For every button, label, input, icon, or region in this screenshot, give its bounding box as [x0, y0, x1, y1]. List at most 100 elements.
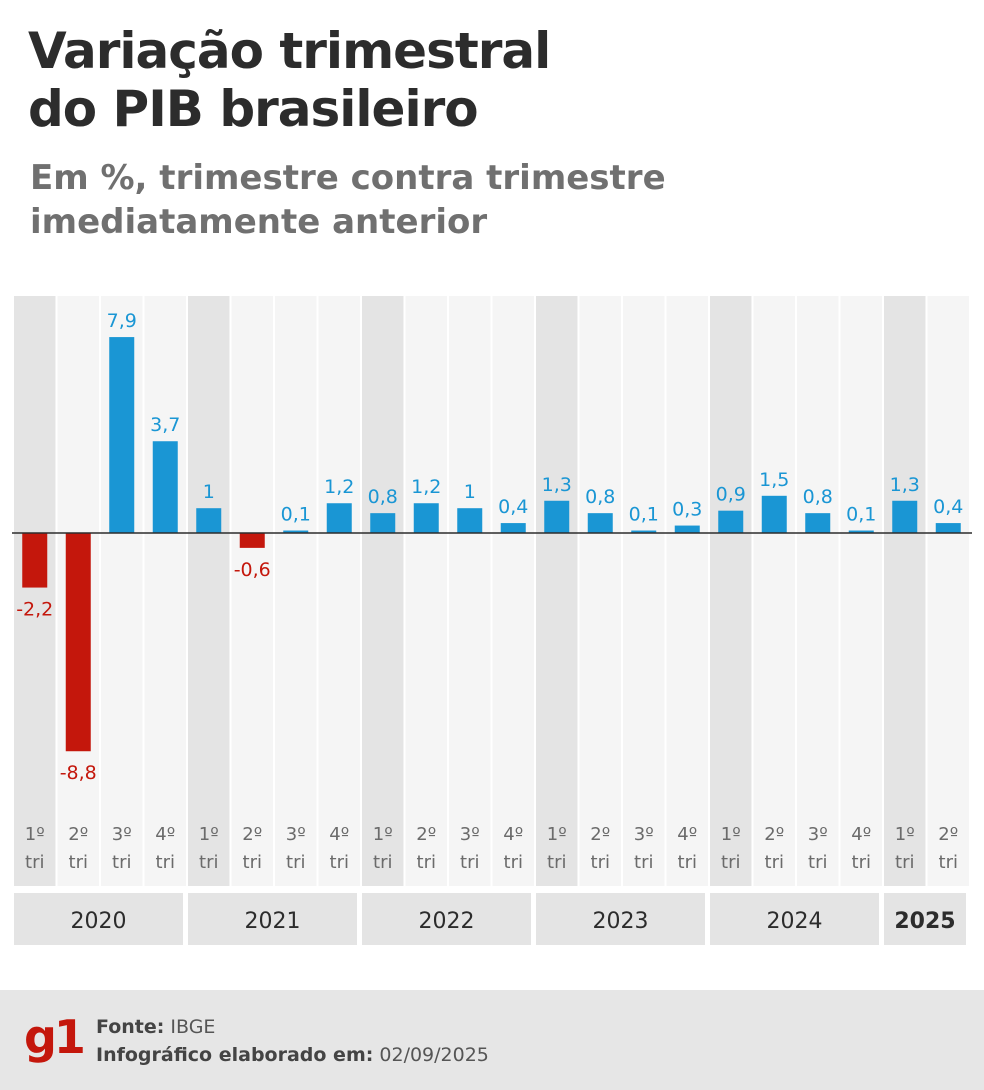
- quarter-tri-label: tri: [286, 852, 305, 873]
- bar: [196, 508, 222, 533]
- quarter-tri-label: tri: [417, 852, 436, 873]
- column-background: [275, 296, 317, 886]
- value-label: -8,8: [60, 762, 97, 784]
- quarter-tri-label: tri: [199, 852, 218, 873]
- value-label: 0,4: [498, 496, 528, 518]
- column-background: [710, 296, 752, 886]
- g1-logo: g1: [24, 1010, 86, 1064]
- quarter-labels: 1º tri 2º tri 3º tri 4º tri 1º tri 2º tri 3º tri 4º tri…: [25, 824, 958, 873]
- column-background: [362, 296, 404, 886]
- quarter-number-label: 3º: [460, 824, 480, 845]
- value-label: 1,5: [759, 469, 789, 491]
- value-label: 1: [464, 481, 476, 503]
- quarter-number-label: 2º: [938, 824, 958, 845]
- year-block: [362, 893, 531, 945]
- quarter-tri-label: tri: [112, 852, 131, 873]
- value-labels: -2,2 -8,8 7,9 3,7 1 -0,6 0,1 1,2 0,8 1,2 1 0,4 1,3 0,…: [16, 310, 963, 784]
- bar: [109, 337, 135, 533]
- quarter-tri-label: tri: [895, 852, 914, 873]
- bar: [22, 533, 48, 588]
- column-background: [927, 296, 969, 886]
- value-label: 7,9: [107, 310, 137, 332]
- year-label: 2023: [593, 909, 649, 934]
- column-background: [449, 296, 491, 886]
- value-label: 0,1: [281, 504, 311, 526]
- column-background: [188, 296, 230, 886]
- quarter-number-label: 2º: [68, 824, 88, 845]
- value-label: 1,3: [542, 474, 572, 496]
- quarter-tri-label: tri: [808, 852, 827, 873]
- quarter-number-label: 4º: [677, 824, 697, 845]
- quarter-tri-label: tri: [25, 852, 44, 873]
- year-label: 2024: [767, 909, 823, 934]
- column-background: [579, 296, 621, 886]
- quarter-tri-label: tri: [634, 852, 653, 873]
- bar: [500, 523, 526, 533]
- date-line: Infográfico elaborado em: 02/09/2025: [96, 1044, 489, 1066]
- quarter-number-label: 3º: [808, 824, 828, 845]
- bar: [587, 513, 613, 533]
- quarter-tri-label: tri: [678, 852, 697, 873]
- column-background: [623, 296, 665, 886]
- column-background: [884, 296, 926, 886]
- value-label: 0,1: [629, 504, 659, 526]
- value-label: 0,9: [716, 484, 746, 506]
- source-label: Fonte:: [96, 1016, 165, 1038]
- bar: [457, 508, 483, 533]
- year-block: [710, 893, 879, 945]
- quarter-number-label: 4º: [329, 824, 349, 845]
- chart-subtitle: Em %, trimestre contra trimestre imediat…: [30, 156, 950, 244]
- quarter-number-label: 1º: [25, 824, 45, 845]
- quarter-tri-label: tri: [460, 852, 479, 873]
- chart-subtitle-line-1: Em %, trimestre contra trimestre: [30, 158, 666, 198]
- year-labels: 2020 2021 2022 2023 2024 2025: [14, 893, 966, 945]
- column-background: [666, 296, 708, 886]
- bar: [326, 503, 352, 533]
- quarter-number-label: 3º: [286, 824, 306, 845]
- value-label: 3,7: [150, 414, 180, 436]
- column-backgrounds: [14, 296, 969, 886]
- year-label: 2020: [71, 909, 127, 934]
- quarter-number-label: 2º: [416, 824, 436, 845]
- quarter-number-label: 1º: [895, 824, 915, 845]
- bar: [283, 530, 309, 533]
- column-background: [492, 296, 534, 886]
- quarter-tri-label: tri: [330, 852, 349, 873]
- value-label: 0,8: [803, 486, 833, 508]
- quarter-tri-label: tri: [373, 852, 392, 873]
- quarter-number-label: 2º: [764, 824, 784, 845]
- date-value: 02/09/2025: [379, 1044, 489, 1066]
- value-label: 0,8: [585, 486, 615, 508]
- gdp-bar-chart: -2,2 -8,8 7,9 3,7 1 -0,6 0,1 1,2 0,8 1,2 1 0,4 1,3 0,…: [12, 296, 972, 945]
- bars: [22, 337, 961, 752]
- quarter-tri-label: tri: [939, 852, 958, 873]
- bar: [718, 510, 744, 533]
- quarter-number-label: 4º: [503, 824, 523, 845]
- bar: [370, 513, 396, 533]
- bar: [674, 525, 700, 533]
- bar: [805, 513, 831, 533]
- column-background: [231, 296, 273, 886]
- quarter-tri-label: tri: [243, 852, 262, 873]
- value-label: 0,1: [846, 504, 876, 526]
- quarter-tri-label: tri: [156, 852, 175, 873]
- chart-title-line-1: Variação trimestral: [28, 22, 551, 80]
- value-label: 1,2: [324, 476, 354, 498]
- quarter-number-label: 1º: [721, 824, 741, 845]
- column-background: [797, 296, 839, 886]
- bar: [544, 500, 570, 533]
- quarter-tri-label: tri: [852, 852, 871, 873]
- bar: [892, 500, 918, 533]
- source-line: Fonte: IBGE: [96, 1016, 215, 1038]
- quarter-tri-label: tri: [547, 852, 566, 873]
- column-background: [14, 296, 56, 886]
- year-block: [14, 893, 183, 945]
- quarter-number-label: 3º: [112, 824, 132, 845]
- year-block: [884, 893, 966, 945]
- quarter-number-label: 1º: [547, 824, 567, 845]
- bar: [848, 530, 874, 533]
- year-block: [536, 893, 705, 945]
- bar: [65, 533, 91, 752]
- year-label: 2021: [245, 909, 301, 934]
- chart-title-line-2: do PIB brasileiro: [28, 80, 479, 138]
